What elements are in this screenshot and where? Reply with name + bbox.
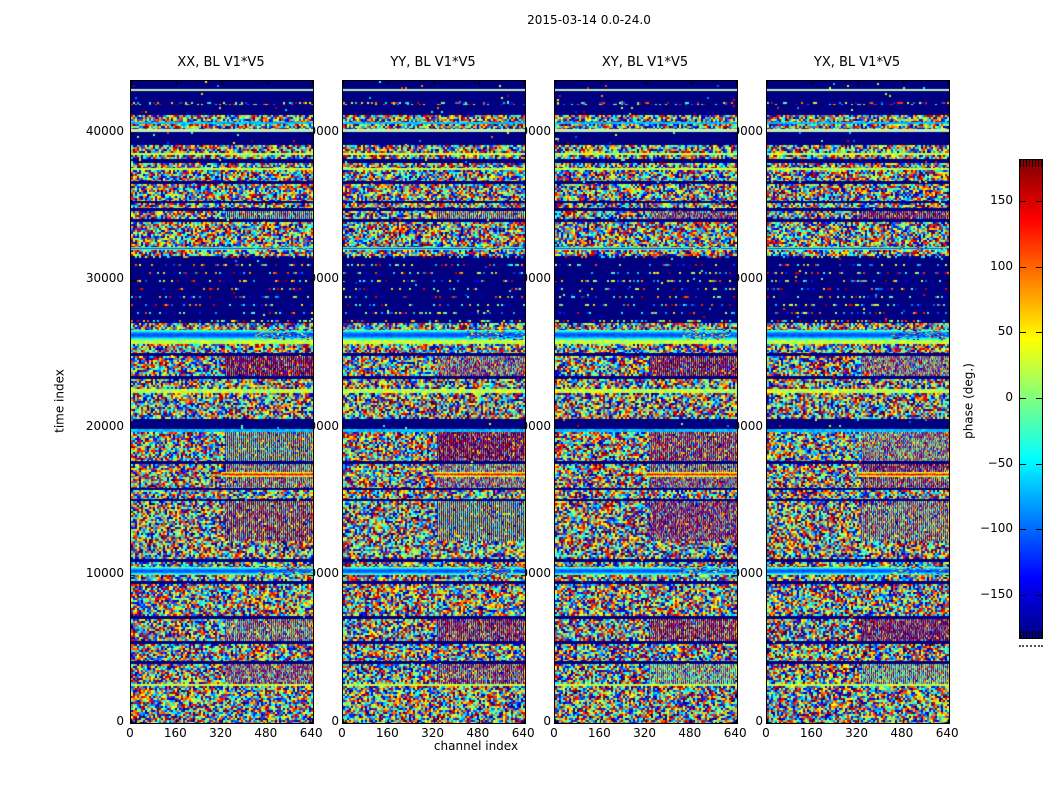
y-tick-gap-labels: 0 10000 20000 30000 40000 [738, 80, 763, 730]
x-tick-label: 320 [633, 726, 657, 740]
y-tick-label: 30000 [85, 271, 124, 286]
x-tick-label: 0 [762, 726, 770, 740]
x-tick-label: 160 [163, 726, 187, 740]
heatmap-panel [554, 80, 738, 724]
x-tick-label: 160 [375, 726, 399, 740]
colorbar-tick-mark [1020, 463, 1026, 465]
colorbar-tick-label: −50 [987, 455, 1013, 470]
x-tick-label: 320 [421, 726, 445, 740]
x-tick-label: 640 [511, 726, 535, 740]
heatmap-panel [766, 80, 950, 724]
x-tick-label: 320 [209, 726, 233, 740]
heatmap-panel [342, 80, 526, 724]
x-axis-label: channel index [433, 739, 519, 753]
phase-waterfall-canvas [343, 81, 525, 723]
colorbar-tick-label: −150 [980, 586, 1013, 601]
heatmap-panel [130, 80, 314, 724]
x-tick-label: 160 [799, 726, 823, 740]
colorbar-tick-label: 150 [990, 193, 1013, 208]
phase-waterfall-canvas [555, 81, 737, 723]
panel-title-yx: YX, BL V1*V5 [813, 55, 901, 70]
x-tick-label: 480 [466, 726, 490, 740]
y-tick-label-clipped: 0 [543, 714, 551, 728]
colorbar-gradient [1020, 160, 1042, 638]
colorbar-bottom-hatch [1020, 631, 1042, 638]
x-tick-label: 0 [338, 726, 346, 740]
colorbar-tick-mark [1020, 332, 1026, 334]
colorbar [1019, 159, 1043, 639]
y-tick-label-clipped: 20000 [526, 418, 551, 433]
x-tick-label: 640 [299, 726, 323, 740]
colorbar-tick-mark [1020, 266, 1026, 268]
colorbar-tick-mark [1036, 463, 1042, 465]
colorbar-tick-mark [1020, 594, 1026, 596]
panel-title-yy: YY, BL V1*V5 [390, 55, 476, 70]
colorbar-tick-label: 0 [1005, 390, 1013, 404]
colorbar-tick-mark [1036, 201, 1042, 203]
colorbar-tick-label: 100 [990, 258, 1013, 273]
y-tick-label-clipped: 10000 [738, 566, 763, 581]
y-tick-gap-labels: 0 10000 20000 30000 40000 [314, 80, 339, 730]
x-tick-label: 160 [587, 726, 611, 740]
phase-waterfall-canvas [767, 81, 949, 723]
y-tick-label: 40000 [85, 123, 124, 138]
colorbar-tick-mark [1020, 398, 1026, 399]
y-tick-label-clipped: 20000 [314, 418, 339, 433]
y-tick-label: 20000 [85, 418, 124, 433]
figure-title: 2015-03-14 0.0-24.0 [527, 13, 651, 27]
x-tick-label: 480 [254, 726, 278, 740]
y-tick-label-clipped: 0 [755, 714, 763, 728]
y-tick-label-clipped: 10000 [314, 566, 339, 581]
y-tick-label-clipped: 40000 [526, 123, 551, 138]
y-tick-label-clipped: 30000 [738, 271, 763, 286]
colorbar-tick-mark [1036, 529, 1042, 531]
y-tick-label-clipped: 20000 [738, 418, 763, 433]
y-tick-label: 10000 [85, 566, 124, 581]
colorbar-tick-mark [1036, 266, 1042, 268]
y-tick-label-clipped: 40000 [314, 123, 339, 138]
panel-title-xy: XY, BL V1*V5 [601, 55, 689, 70]
y-tick-label-clipped: 40000 [738, 123, 763, 138]
phase-waterfall-canvas [131, 81, 313, 723]
y-tick-gap-labels: 0 10000 20000 30000 40000 [526, 80, 551, 730]
colorbar-tick-mark [1020, 201, 1026, 203]
x-tick-label: 640 [935, 726, 959, 740]
y-tick-label: 0 [116, 714, 124, 728]
colorbar-underline-dots [1019, 645, 1043, 647]
x-tick-label: 480 [890, 726, 914, 740]
y-tick-label-clipped: 30000 [526, 271, 551, 286]
y-tick-label-clipped: 10000 [526, 566, 551, 581]
colorbar-top-hatch [1020, 160, 1042, 167]
x-tick-label: 320 [845, 726, 869, 740]
y-tick-label-clipped: 30000 [314, 271, 339, 286]
x-tick-label: 640 [723, 726, 747, 740]
y-tick-label-clipped: 0 [331, 714, 339, 728]
colorbar-tick-label: 50 [997, 324, 1013, 339]
colorbar-tick-mark [1036, 332, 1042, 334]
colorbar-tick-mark [1036, 594, 1042, 596]
panel-title-xx: XX, BL V1*V5 [177, 55, 265, 70]
colorbar-tick-label: −100 [980, 521, 1013, 536]
x-tick-label: 480 [678, 726, 702, 740]
colorbar-tick-mark [1036, 398, 1042, 399]
x-tick-label: 0 [126, 726, 134, 740]
x-tick-label: 0 [550, 726, 558, 740]
colorbar-tick-mark [1020, 529, 1026, 531]
